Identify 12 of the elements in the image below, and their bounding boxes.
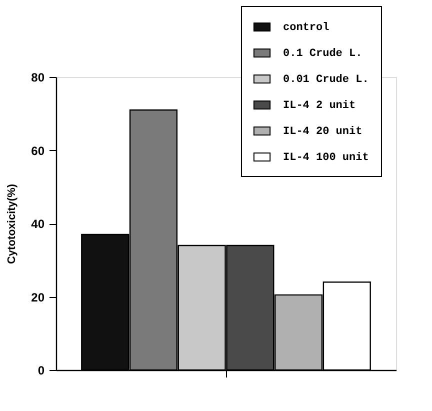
y-tick-label: 80 — [31, 70, 45, 84]
legend-label: IL-4 20 unit — [283, 126, 362, 138]
y-axis-title: Cytotoxicity(%) — [6, 184, 18, 264]
legend-label: control — [283, 22, 330, 34]
legend-label: 0.01 Crude L. — [283, 74, 369, 86]
y-tick-label: 20 — [31, 290, 45, 304]
legend-label: 0.1 Crude L. — [283, 48, 362, 60]
y-tick-label: 60 — [31, 144, 45, 158]
legend-label: IL-4 2 unit — [283, 100, 356, 112]
y-tick-label: 0 — [38, 364, 45, 378]
y-tick-label: 40 — [31, 217, 45, 231]
legend-label: IL-4 100 unit — [283, 152, 369, 164]
